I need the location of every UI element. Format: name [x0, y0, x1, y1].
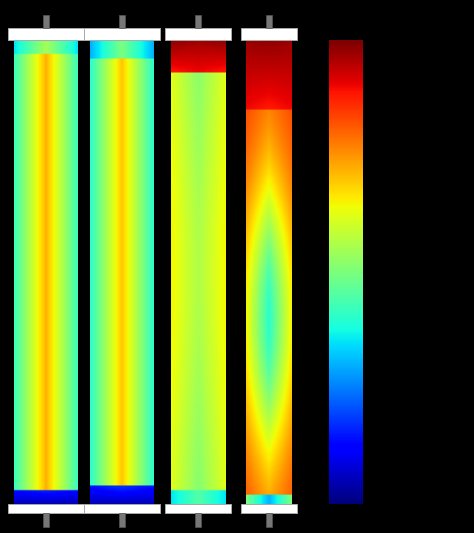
Bar: [8, 504, 84, 513]
Bar: [266, 15, 272, 28]
Bar: [119, 513, 125, 527]
Bar: [241, 504, 298, 513]
Bar: [8, 28, 84, 40]
Bar: [164, 28, 231, 40]
Bar: [84, 28, 160, 40]
Bar: [84, 504, 160, 513]
Bar: [44, 15, 49, 28]
Bar: [164, 504, 231, 513]
Bar: [195, 15, 201, 28]
Bar: [44, 513, 49, 527]
Bar: [119, 15, 125, 28]
Bar: [266, 513, 272, 527]
Bar: [195, 513, 201, 527]
FancyBboxPatch shape: [324, 35, 374, 508]
Bar: [241, 28, 298, 40]
